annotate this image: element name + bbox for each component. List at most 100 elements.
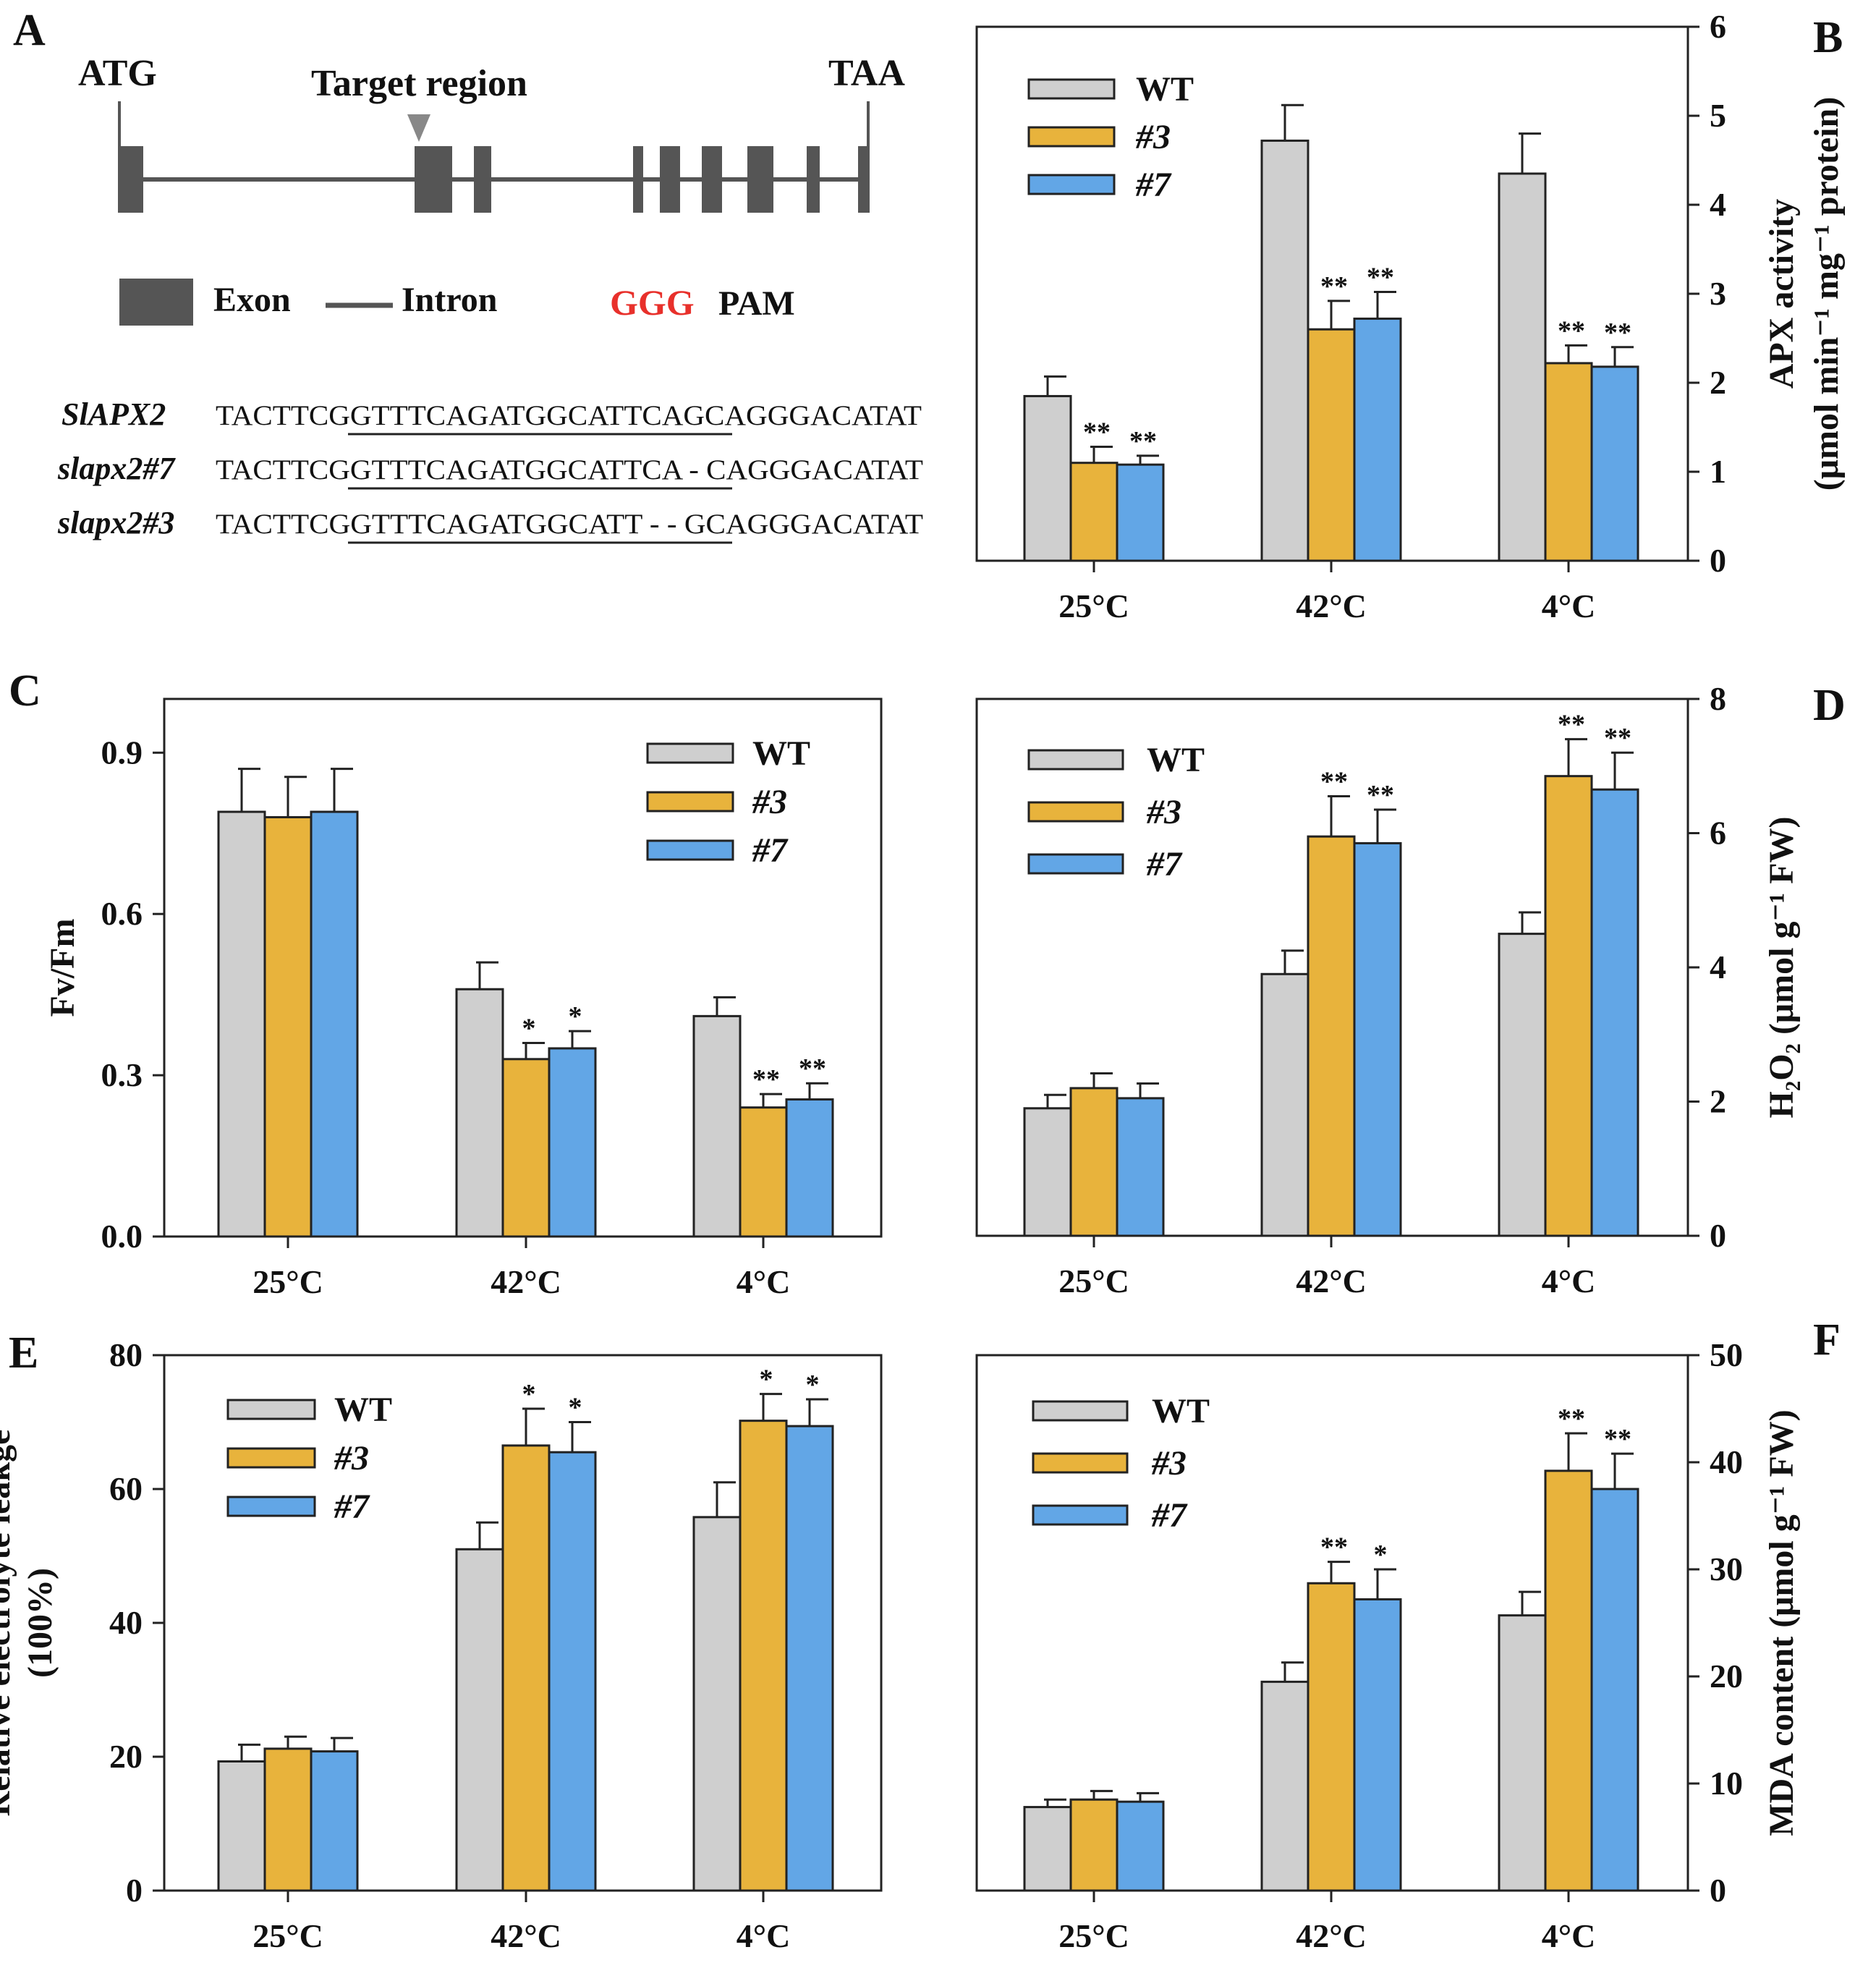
x-tick-label: 25°C	[252, 1917, 323, 1954]
exon-block	[747, 146, 773, 213]
legend-label: #3	[334, 1439, 369, 1477]
legend-swatch	[646, 839, 734, 861]
legend-swatch	[1032, 1452, 1129, 1474]
sequence-name: slapx2#3	[57, 505, 174, 540]
bar-line3-0	[263, 815, 313, 1238]
panel-letter-e: E	[9, 1328, 38, 1378]
bar-line3-1	[1307, 1582, 1356, 1892]
significance-mark: *	[522, 1379, 536, 1409]
x-tick-label: 42°C	[1296, 1917, 1367, 1954]
panel-letter-a: A	[13, 6, 46, 55]
legend: WT #3 #7	[1032, 1392, 1210, 1535]
atg-label: ATG	[78, 53, 157, 94]
x-tick-label: 42°C	[1296, 588, 1367, 624]
significance-mark: **	[1604, 723, 1631, 753]
bar-line7-1	[1353, 1598, 1402, 1892]
y-tick-label: 0.9	[101, 734, 143, 771]
bar-WT-0	[1023, 1806, 1072, 1892]
bar-line3-0	[1069, 462, 1119, 562]
bar-line7-0	[1116, 1800, 1165, 1892]
significance-mark: **	[1604, 318, 1631, 348]
legend-swatch	[1027, 126, 1116, 148]
bar-line7-2	[1590, 365, 1639, 562]
significance-mark: **	[1320, 1532, 1348, 1563]
x-tick-label: 4°C	[1542, 588, 1596, 624]
bar-WT-1	[455, 1548, 504, 1892]
legend-swatch	[1027, 801, 1124, 823]
bar-line7-0	[310, 810, 359, 1238]
significance-mark: **	[1129, 426, 1157, 457]
legend-label: #7	[1146, 845, 1183, 883]
panel-letter-c: C	[9, 666, 41, 716]
bar-WT-0	[1023, 1107, 1072, 1237]
legend: WT #3 #7	[1027, 741, 1205, 883]
significance-mark: *	[569, 1001, 582, 1032]
x-tick-label: 4°C	[1542, 1917, 1596, 1954]
exon-block	[702, 146, 722, 213]
legend-label: #3	[1146, 793, 1181, 831]
bar-WT-2	[1498, 172, 1547, 562]
bar-WT-1	[455, 988, 504, 1238]
legend-label: #7	[1151, 1496, 1188, 1535]
sequence-text: TACTTCGGTTTCAGATGGCATTCAGCAGGGACATAT	[216, 400, 922, 431]
significance-mark: **	[1367, 263, 1394, 293]
x-tick-label: 42°C	[491, 1263, 561, 1300]
exon-block	[118, 146, 143, 213]
exon-block	[415, 146, 452, 213]
y-tick-label: 0	[1710, 1217, 1726, 1254]
exon-block	[660, 146, 680, 213]
bar-line7-0	[1116, 463, 1165, 562]
significance-mark: **	[752, 1064, 780, 1095]
significance-mark: **	[1320, 766, 1348, 797]
bar-line7-1	[548, 1451, 597, 1892]
bar-WT-2	[692, 1516, 742, 1892]
bar-line7-0	[1116, 1097, 1165, 1237]
legend-label: #7	[334, 1488, 370, 1526]
significance-mark: **	[1558, 710, 1585, 740]
bar-line3-1	[501, 1058, 551, 1238]
y-tick-label: 20	[1710, 1658, 1743, 1695]
y-tick-label: 1	[1710, 453, 1726, 490]
bar-WT-2	[692, 1014, 742, 1238]
exon-blocks	[118, 146, 870, 213]
bar-WT-0	[217, 1760, 266, 1892]
legend-label: WT	[1147, 741, 1205, 779]
bar-WT-0	[1023, 394, 1072, 562]
legend-label: #7	[1135, 166, 1172, 204]
legend-swatch	[1027, 174, 1116, 195]
x-tick-label: 25°C	[1058, 588, 1129, 624]
y-tick-label: 0.3	[101, 1056, 143, 1093]
bar-line7-2	[1590, 1488, 1639, 1892]
y-axis-label: Relative electrolyte leakge	[0, 1430, 17, 1817]
bar-WT-1	[1260, 972, 1310, 1237]
target-arrow-icon	[407, 114, 430, 142]
y-tick-label: 20	[109, 1738, 143, 1775]
legend: WT #3 #7	[1027, 70, 1194, 204]
significance-mark: **	[1367, 780, 1394, 810]
pam-sequence: GGG	[610, 282, 695, 323]
bar-line3-1	[1307, 328, 1356, 562]
y-tick-label: 6	[1710, 815, 1726, 852]
y-tick-label: 40	[109, 1604, 143, 1641]
legend-swatch	[1027, 749, 1124, 771]
legend-label: #3	[1151, 1444, 1187, 1483]
y-tick-label: 30	[1710, 1551, 1743, 1587]
significance-mark: **	[1558, 315, 1585, 346]
legend-swatch	[1032, 1504, 1129, 1526]
x-tick-label: 25°C	[1058, 1263, 1129, 1299]
legend-swatch	[1032, 1400, 1129, 1422]
y-tick-label: 80	[109, 1336, 143, 1373]
y-tick-label: 50	[1710, 1336, 1743, 1373]
panel-letter-f: F	[1813, 1315, 1841, 1365]
y-tick-label: 0	[1710, 1872, 1726, 1909]
intron-legend-label: Intron	[402, 281, 498, 319]
y-tick-label: 40	[1710, 1443, 1743, 1480]
bar-WT-1	[1260, 1680, 1310, 1892]
significance-mark: *	[569, 1393, 582, 1423]
significance-mark: *	[522, 1014, 536, 1044]
significance-mark: **	[1320, 271, 1348, 302]
legend-swatch	[226, 1399, 316, 1420]
legend-label: #3	[752, 783, 787, 821]
